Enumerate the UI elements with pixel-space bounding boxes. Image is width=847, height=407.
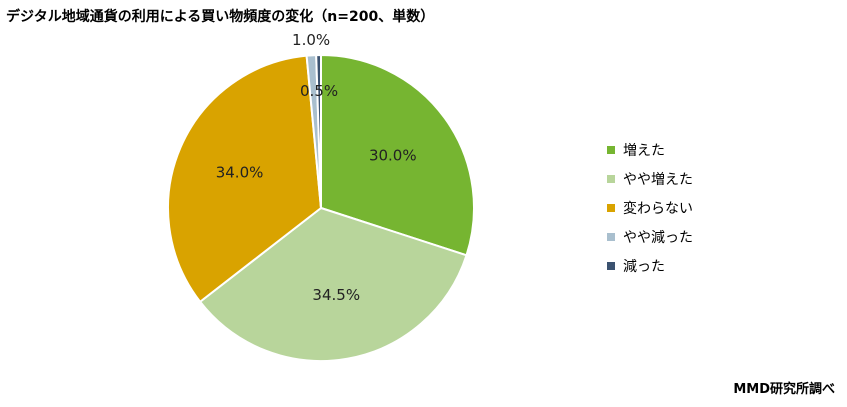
pie-labels: 30.0% 34.5% 34.0% 1.0% 0.5% bbox=[216, 31, 417, 304]
slice-value-label: 34.0% bbox=[216, 163, 264, 181]
legend-label: 増えた bbox=[623, 142, 665, 159]
legend-label: 減った bbox=[623, 258, 665, 275]
legend-swatch bbox=[607, 174, 615, 183]
pie-slice-2 bbox=[198, 206, 468, 362]
pie-slices bbox=[167, 53, 475, 362]
legend-swatch bbox=[607, 203, 615, 212]
slice-value-label: 34.5% bbox=[312, 286, 360, 304]
legend-swatch bbox=[607, 232, 615, 241]
slice-value-label: 0.5% bbox=[300, 82, 338, 100]
legend-item: 変わらない bbox=[607, 193, 693, 222]
source-note: MMD研究所調べ bbox=[733, 382, 835, 397]
legend-item: 増えた bbox=[607, 135, 693, 164]
legend-label: やや減った bbox=[623, 229, 693, 246]
legend-label: やや増えた bbox=[623, 171, 693, 188]
chart-legend: 増えたやや増えた変わらないやや減った減った bbox=[607, 135, 693, 280]
legend-item: 減った bbox=[607, 251, 693, 280]
slice-value-label: 30.0% bbox=[369, 146, 417, 164]
legend-swatch bbox=[607, 261, 615, 270]
pie-slice-1 bbox=[320, 53, 475, 257]
legend-label: 変わらない bbox=[623, 200, 693, 217]
pie-slice-3 bbox=[167, 54, 323, 304]
legend-item: やや減った bbox=[607, 222, 693, 251]
pie-slice-5 bbox=[315, 53, 322, 209]
legend-item: やや増えた bbox=[607, 164, 693, 193]
legend-swatch bbox=[607, 145, 615, 154]
chart-title: デジタル地域通貨の利用による買い物頻度の変化（n=200、単数） bbox=[6, 9, 435, 25]
slice-value-label: 1.0% bbox=[292, 31, 330, 49]
